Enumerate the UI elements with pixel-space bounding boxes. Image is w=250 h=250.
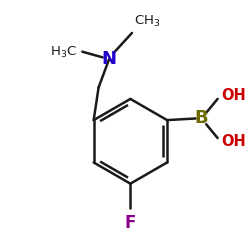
Text: B: B — [194, 110, 208, 128]
Text: H$_3$C: H$_3$C — [50, 45, 78, 60]
Text: OH: OH — [221, 88, 246, 103]
Text: OH: OH — [221, 134, 246, 149]
Text: F: F — [125, 214, 136, 232]
Text: N: N — [102, 50, 117, 68]
Text: CH$_3$: CH$_3$ — [134, 14, 160, 29]
